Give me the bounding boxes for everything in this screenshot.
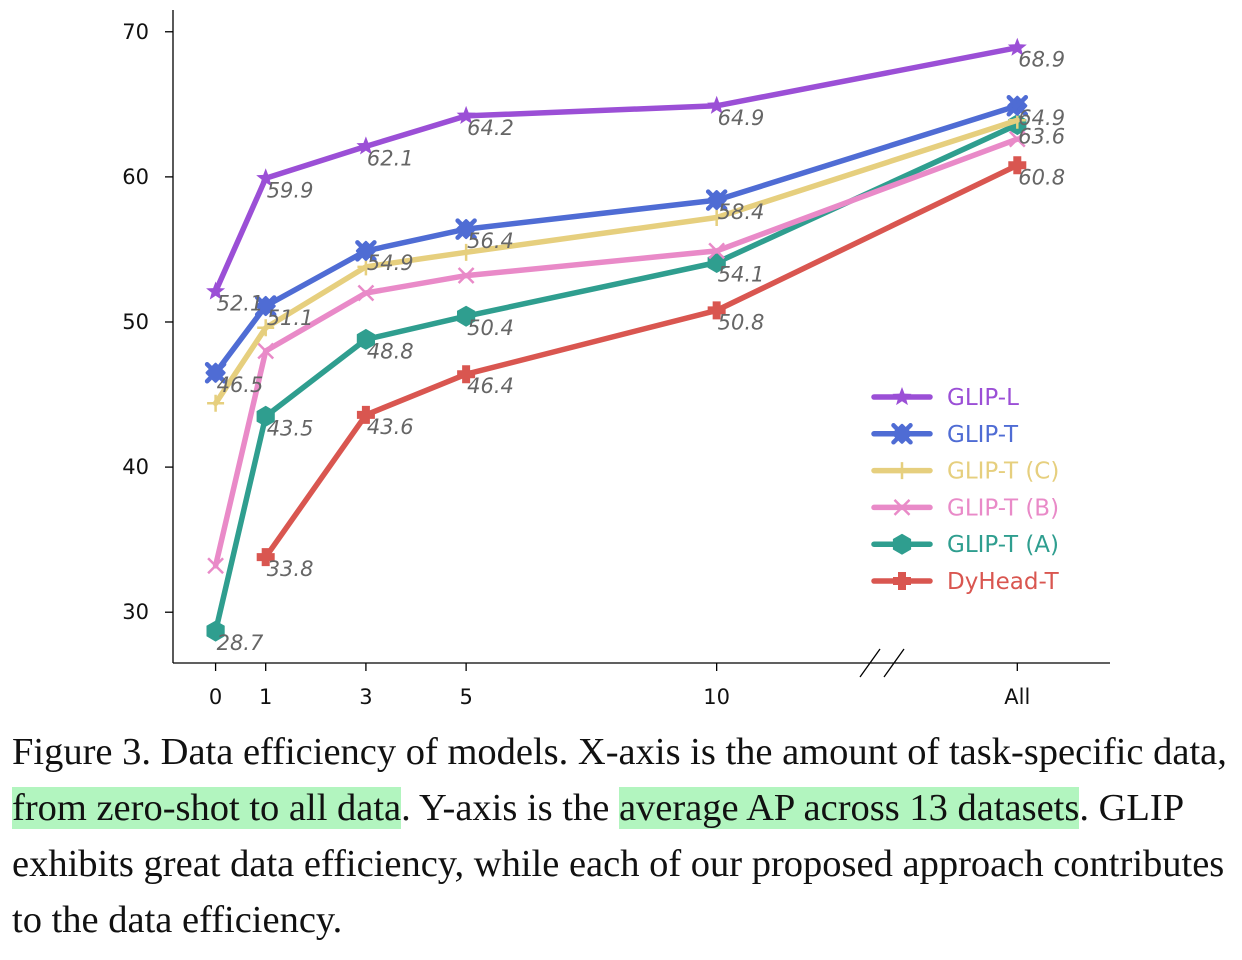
series-line-glip-l (212, 44, 1021, 295)
data-point-dyhead-t (707, 301, 726, 320)
data-label-glip-t-a: 63.6 (1018, 125, 1065, 149)
data-point-glip-l (256, 168, 276, 187)
data-point-glip-t-c (207, 394, 225, 412)
data-label-glip-t: 54.9 (367, 251, 414, 275)
data-label-glip-t: 46.5 (217, 373, 264, 397)
legend-label-glip-t-b: GLIP-T (B) (947, 495, 1059, 521)
series-line-glip-t-b (212, 136, 1021, 569)
figure-caption: Figure 3. Data efficiency of models. X-a… (12, 724, 1234, 948)
caption-text-3: . GLIP exhibits great data efficiency, w… (12, 787, 1225, 941)
legend-marker-glip-t-b (893, 499, 911, 516)
data-point-glip-t-c (257, 319, 275, 337)
legend-label-glip-l: GLIP-L (947, 385, 1019, 411)
data-point-glip-t-stroke (204, 362, 227, 384)
axis-break-mark (859, 648, 881, 678)
data-label-glip-l: 59.9 (267, 178, 314, 202)
legend-marker-dyhead-t (893, 572, 911, 590)
x-tick-label: 5 (459, 685, 472, 709)
axis-break-mark (883, 648, 905, 678)
data-point-glip-t-a (256, 405, 275, 427)
series-line-glip-t-a (212, 121, 1021, 634)
data-point-glip-t-c (708, 209, 726, 227)
data-point-glip-t-b (708, 242, 726, 260)
data-label-glip-t: 56.4 (467, 229, 514, 253)
data-point-glip-t-stroke (455, 218, 477, 240)
caption-highlight-1: from zero-shot to all data (12, 787, 402, 829)
data-point-glip-t-stroke (1006, 95, 1029, 117)
data-point-glip-t-a (356, 328, 375, 350)
legend-marker-glip-t-stroke (891, 423, 913, 445)
data-point-glip-t-c (457, 243, 475, 261)
data-point-glip-t-a (707, 252, 726, 273)
x-tick-label: 10 (703, 685, 730, 709)
legend-marker-glip-t-c (893, 462, 911, 480)
data-point-dyhead-t (356, 405, 375, 424)
legend-marker-glip-t-a (892, 533, 912, 555)
data-label-glip-t: 51.1 (267, 306, 314, 330)
data-point-glip-t-stroke (355, 240, 377, 262)
data-label-glip-l: 68.9 (1018, 48, 1065, 72)
legend-label-glip-t-c: GLIP-T (C) (947, 459, 1059, 485)
x-tick-label: 3 (359, 685, 372, 709)
data-point-glip-t-a (206, 620, 225, 642)
series-line-glip-t-c (212, 117, 1021, 407)
data-label-glip-t-a: 48.8 (367, 339, 414, 363)
data-point-glip-l (707, 95, 727, 114)
x-tick-label: 1 (259, 685, 272, 709)
y-tick-label: 50 (122, 310, 149, 334)
data-label-glip-l: 62.1 (367, 146, 414, 170)
data-point-glip-t-c (357, 258, 375, 276)
x-tick-label: All (1004, 685, 1030, 709)
data-label-dyhead-t: 60.8 (1018, 165, 1065, 189)
data-point-glip-t-b (257, 342, 275, 360)
x-tick-label: 0 (209, 685, 222, 709)
caption-text-1: Figure 3. Data efficiency of models. X-a… (12, 731, 1227, 773)
data-point-glip-l (356, 136, 376, 155)
data-point-glip-t-b (457, 267, 475, 284)
legend-label-glip-t: GLIP-T (947, 422, 1019, 448)
data-label-glip-t-a: 43.5 (267, 416, 314, 440)
y-tick-label: 40 (122, 455, 149, 479)
data-label-dyhead-t: 46.4 (467, 374, 514, 398)
data-label-dyhead-t: 50.8 (718, 310, 765, 334)
y-tick-label: 30 (122, 600, 149, 624)
data-point-glip-t-stroke (254, 295, 277, 317)
caption-highlight-2: average AP across 13 datasets (618, 787, 1080, 829)
data-label-glip-t-a: 28.7 (217, 631, 264, 655)
data-point-glip-t-b (207, 557, 224, 575)
data-point-glip-t-stroke (705, 189, 728, 211)
series-line-glip-t (212, 103, 1021, 376)
data-point-glip-t-b (1008, 130, 1026, 148)
legend-label-dyhead-t: DyHead-T (947, 569, 1060, 595)
y-tick-label: 60 (122, 165, 149, 189)
y-tick-label: 70 (122, 20, 149, 44)
legend-label-glip-t-a: GLIP-T (A) (947, 532, 1059, 558)
data-point-glip-t-a (457, 305, 476, 327)
data-label-glip-l: 64.2 (467, 116, 514, 140)
chart-container: 30 40 50 60 70 0 1 3 5 10 All 52.1 59.9 62.1 64.2 64.9 6… (122, 10, 1110, 709)
data-point-glip-l (206, 281, 226, 300)
data-label-glip-t-a: 50.4 (467, 316, 514, 340)
data-label-glip-t-a: 54.1 (718, 262, 765, 286)
data-point-glip-l (1007, 37, 1027, 56)
data-label-glip-l: 64.9 (718, 106, 765, 130)
data-label-glip-t: 64.9 (1018, 106, 1065, 130)
data-point-dyhead-t (1008, 156, 1027, 175)
data-point-dyhead-t (256, 548, 275, 567)
data-point-glip-t-b (357, 284, 375, 302)
caption-text-2: . Y-axis is the (401, 787, 619, 829)
data-label-dyhead-t: 33.8 (267, 557, 314, 581)
data-point-dyhead-t (457, 365, 476, 384)
data-point-glip-l (456, 105, 476, 124)
data-label-glip-t: 58.4 (718, 200, 765, 224)
legend-marker-glip-l (892, 387, 912, 406)
data-label-dyhead-t: 43.6 (367, 415, 414, 439)
data-label-glip-l: 52.1 (217, 292, 264, 316)
